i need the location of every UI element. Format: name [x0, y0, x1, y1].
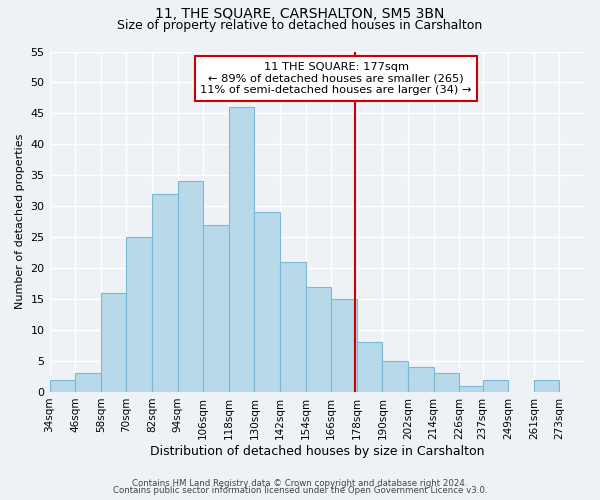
- Bar: [382, 361, 408, 392]
- Bar: [459, 386, 482, 392]
- Y-axis label: Number of detached properties: Number of detached properties: [15, 134, 25, 310]
- Bar: [305, 286, 331, 392]
- Text: 11, THE SQUARE, CARSHALTON, SM5 3BN: 11, THE SQUARE, CARSHALTON, SM5 3BN: [155, 8, 445, 22]
- Text: Contains HM Land Registry data © Crown copyright and database right 2024.: Contains HM Land Registry data © Crown c…: [132, 478, 468, 488]
- Bar: [50, 380, 75, 392]
- Bar: [127, 237, 152, 392]
- Bar: [75, 374, 101, 392]
- Bar: [152, 194, 178, 392]
- Bar: [203, 225, 229, 392]
- Text: Size of property relative to detached houses in Carshalton: Size of property relative to detached ho…: [118, 19, 482, 32]
- Bar: [534, 380, 559, 392]
- Text: 11 THE SQUARE: 177sqm
← 89% of detached houses are smaller (265)
11% of semi-det: 11 THE SQUARE: 177sqm ← 89% of detached …: [200, 62, 472, 95]
- Bar: [254, 212, 280, 392]
- Bar: [357, 342, 382, 392]
- Text: Contains public sector information licensed under the Open Government Licence v3: Contains public sector information licen…: [113, 486, 487, 495]
- Bar: [482, 380, 508, 392]
- Bar: [178, 182, 203, 392]
- Bar: [331, 299, 357, 392]
- Bar: [229, 107, 254, 392]
- Bar: [434, 374, 459, 392]
- X-axis label: Distribution of detached houses by size in Carshalton: Distribution of detached houses by size …: [150, 444, 485, 458]
- Bar: [408, 367, 434, 392]
- Bar: [280, 262, 305, 392]
- Bar: [101, 293, 127, 392]
